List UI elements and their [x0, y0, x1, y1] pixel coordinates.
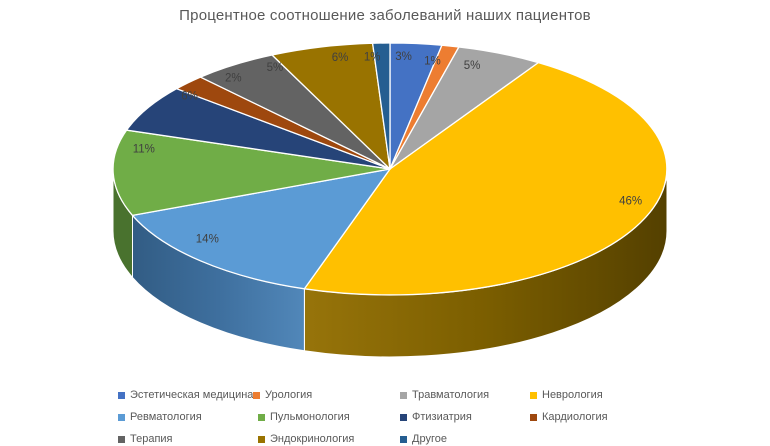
legend-item[interactable]: Эстетическая медицина [118, 388, 253, 402]
data-label: 14% [196, 234, 219, 246]
legend-label: Другое [412, 433, 447, 445]
legend-label: Ревматология [130, 411, 202, 423]
legend-swatch-icon [258, 413, 265, 421]
legend-swatch-icon [253, 391, 260, 399]
pie-slice[interactable] [131, 168, 391, 290]
legend-label: Травматология [412, 389, 490, 401]
legend-swatch-icon [118, 413, 125, 421]
legend-item[interactable]: Другое [400, 432, 447, 446]
legend-label: Эстетическая медицина [130, 389, 254, 401]
legend-swatch-icon [400, 413, 407, 421]
legend-item[interactable]: Кардиология [530, 410, 608, 424]
legend-item[interactable]: Ревматология [118, 410, 202, 424]
data-label: 5% [464, 60, 481, 72]
data-label: 1% [424, 55, 441, 67]
legend-swatch-icon [400, 435, 407, 443]
data-label: 11% [133, 144, 155, 156]
legend-item[interactable]: Неврология [530, 388, 603, 402]
pie-slice[interactable] [303, 61, 668, 296]
legend-label: Урология [265, 389, 313, 401]
legend-item[interactable]: Травматология [400, 388, 489, 402]
data-label: 6% [332, 52, 349, 64]
data-label: 5% [267, 62, 284, 74]
legend-label: Фтизиатрия [412, 411, 472, 423]
legend-item[interactable]: Урология [253, 388, 312, 402]
legend-swatch-icon [400, 391, 407, 399]
pie-slice[interactable] [112, 129, 391, 217]
data-label: 2% [225, 72, 242, 84]
legend-item[interactable]: Эндокринология [258, 432, 354, 446]
legend-label: Пульмонология [270, 411, 350, 423]
legend-label: Эндокринология [270, 433, 355, 445]
data-label: 46% [619, 195, 642, 207]
legend-swatch-icon [118, 435, 125, 443]
data-label: 1% [364, 52, 381, 64]
legend-swatch-icon [530, 391, 537, 399]
data-label: 6% [181, 90, 198, 102]
legend-item[interactable]: Терапия [118, 432, 173, 446]
chart-title: Процентное соотношение заболеваний наших… [179, 7, 591, 24]
legend-swatch-icon [258, 435, 265, 443]
pie-slice[interactable] [371, 42, 391, 170]
legend-swatch-icon [530, 413, 537, 421]
legend-swatch-icon [118, 391, 125, 399]
data-label: 3% [395, 51, 412, 63]
legend-item[interactable]: Фтизиатрия [400, 410, 472, 424]
legend-label: Терапия [130, 433, 173, 445]
pie-chart: 3% 1% 5% 46% 14% 11% 6% 2% 5% 6% 1% [112, 42, 668, 358]
legend-label: Кардиология [542, 411, 608, 423]
legend-label: Неврология [542, 389, 603, 401]
legend-item[interactable]: Пульмонология [258, 410, 350, 424]
